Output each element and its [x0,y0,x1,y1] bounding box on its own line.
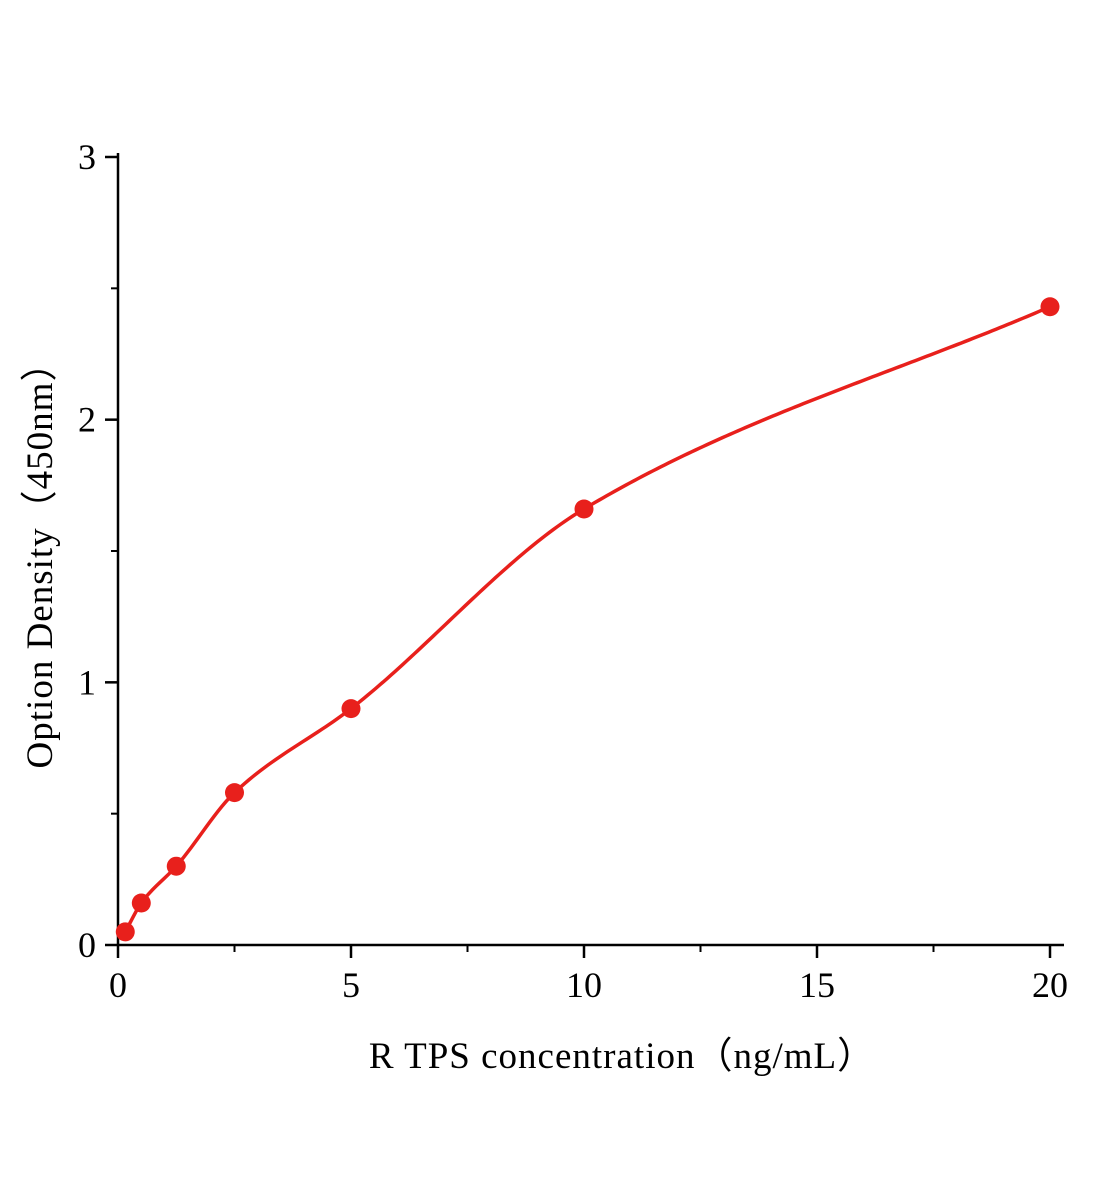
data-point [1040,297,1060,317]
x-tick-label: 15 [799,965,835,1005]
x-tick-label: 5 [342,965,360,1005]
data-point [166,856,186,876]
data-point [115,922,135,942]
y-axis-title: Option Density（450nm） [20,343,61,769]
fit-curve [123,304,1052,934]
data-point [574,499,594,519]
x-tick-label: 10 [566,965,602,1005]
y-tick-label: 3 [78,137,96,177]
data-point [131,893,151,913]
x-tick-label: 20 [1032,965,1068,1005]
data-point [225,783,244,803]
y-tick-label: 0 [78,925,96,965]
y-tick-label: 1 [78,662,96,702]
data-point [341,699,361,719]
y-tick-label: 2 [78,400,96,440]
x-tick-label: 0 [109,965,127,1005]
x-axis-title: R TPS concentration（ng/mL） [368,1036,876,1077]
